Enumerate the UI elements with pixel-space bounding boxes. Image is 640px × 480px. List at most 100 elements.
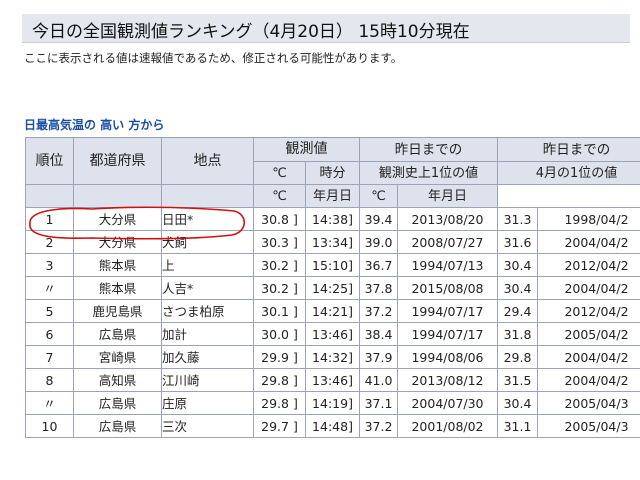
april-date-cell: 2004/04/2 [537, 345, 640, 369]
april-temp-cell: 31.6 [497, 230, 538, 254]
history-temp-cell: 37.2 [359, 299, 398, 323]
april-temp-cell: 30.4 [497, 276, 538, 300]
april-temp-cell: 31.3 [497, 207, 538, 231]
table-row: 〃広島県 庄原 29.8 ] 14:19] 37.1 2004/07/30 30.4 2005… [25, 391, 640, 415]
rank-cell: 2 [25, 230, 74, 254]
observed-time-cell: 14:48] [305, 414, 360, 438]
rank-cell: 10 [25, 414, 74, 438]
location-cell[interactable]: 人吉* [161, 276, 254, 300]
history-date-cell: 2013/08/20 [397, 207, 498, 231]
history-temp-cell: 37.1 [359, 391, 398, 415]
observed-temp-cell: 30.0 ] [253, 322, 306, 346]
table-row: 3 熊本県上 30.2 ] 15:10] 36.7 1994/07/13 30.4 2012/… [25, 253, 640, 277]
observed-time-cell: 14:21] [305, 299, 360, 323]
ranking-rows: 1 大分県 日田* 30.8 ] 14:38] 39.4 2013/08/20 31.3 199… [25, 207, 640, 438]
header-rank: 順位 [25, 137, 74, 185]
section-title[interactable]: 日最高気温の 高い 方から [24, 118, 165, 132]
subheader-time: 時分 [305, 161, 360, 185]
observed-time-cell: 14:38] [305, 207, 360, 231]
location-cell[interactable]: 庄原 [161, 391, 254, 415]
table-row: 8 高知県 江川崎 29.8 ] 13:46] 41.0 2013/08/12 31.5 200… [25, 368, 640, 392]
preliminary-notice: ここに表示される値は速報値であるため、修正される可能性があります。 [24, 51, 403, 65]
observed-temp-cell: 30.1 ] [253, 299, 306, 323]
april-temp-cell: 31.1 [497, 414, 538, 438]
location-cell[interactable]: 加久藤 [161, 345, 254, 369]
page-title-bar: 今日の全国観測値ランキング（4月20日） 15時10分現在 [22, 14, 630, 43]
april-temp-cell: 30.4 [497, 253, 538, 277]
history-date-cell: 2013/08/12 [397, 368, 498, 392]
history-date-cell: 1994/07/17 [397, 299, 498, 323]
prefecture-cell: 鹿児島県 [73, 299, 162, 323]
table-row: 10 広島県 三次 29.7 ] 14:48] 37.2 2001/08/02 31.1 200… [25, 414, 640, 438]
table-row: 5 鹿児島県 さつま柏原 30.1 ] 14:21] 37.2 1994/07/17 29.4… [25, 299, 640, 323]
history-temp-cell: 39.0 [359, 230, 398, 254]
observed-time-cell: 14:19] [305, 391, 360, 415]
history-temp-cell: 37.8 [359, 276, 398, 300]
history-date-cell: 1994/07/13 [397, 253, 498, 277]
april-date-cell: 2004/04/2 [537, 230, 640, 254]
april-date-cell: 2005/04/2 [537, 322, 640, 346]
prefecture-cell: 大分県 [73, 207, 162, 231]
rank-cell: 〃 [25, 276, 74, 300]
april-date-cell: 2004/04/2 [537, 276, 640, 300]
history-date-cell: 2004/07/30 [397, 391, 498, 415]
table-row: 1 大分県 日田* 30.8 ] 14:38] 39.4 2013/08/20 31.3 199… [25, 207, 640, 231]
prefecture-cell: 宮崎県 [73, 345, 162, 369]
header-record-april: 昨日までの [497, 137, 640, 162]
observed-time-cell: 14:25] [305, 276, 360, 300]
april-temp-cell: 31.5 [497, 368, 538, 392]
history-temp-cell: 36.7 [359, 253, 398, 277]
april-date-cell: 2012/04/2 [537, 299, 640, 323]
prefecture-cell: 熊本県 [73, 276, 162, 300]
location-cell[interactable]: 三次 [161, 414, 254, 438]
observed-temp-cell: 30.2 ] [253, 253, 306, 277]
rank-cell: 〃 [25, 391, 74, 415]
prefecture-cell: 広島県 [73, 322, 162, 346]
observed-temp-cell: 29.8 ] [253, 391, 306, 415]
april-date-cell: 1998/04/2 [537, 207, 640, 231]
history-temp-cell: 38.4 [359, 322, 398, 346]
subheader-april-celsius: ℃ [359, 184, 398, 208]
rank-cell: 7 [25, 345, 74, 369]
rank-cell: 6 [25, 322, 74, 346]
header-prefecture: 都道府県 [73, 137, 162, 185]
history-temp-cell: 41.0 [359, 368, 398, 392]
observed-temp-cell: 29.9 ] [253, 345, 306, 369]
observed-time-cell: 13:34] [305, 230, 360, 254]
april-date-cell: 2005/04/3 [537, 391, 640, 415]
history-temp-cell: 37.9 [359, 345, 398, 369]
observed-temp-cell: 30.2 ] [253, 276, 306, 300]
rank-cell: 5 [25, 299, 74, 323]
header-record-history-line1: 昨日までの [394, 141, 463, 158]
location-cell[interactable]: 加計 [161, 322, 254, 346]
header-location: 地点 [161, 137, 254, 185]
location-cell[interactable]: さつま柏原 [161, 299, 254, 323]
header-record-april-line2: 4月の1位の値 [497, 161, 640, 185]
rank-cell: 8 [25, 368, 74, 392]
prefecture-cell: 大分県 [73, 230, 162, 254]
location-cell[interactable]: 上 [161, 253, 254, 277]
prefecture-cell: 広島県 [73, 414, 162, 438]
history-date-cell: 2015/08/08 [397, 276, 498, 300]
location-cell[interactable]: 日田* [161, 207, 254, 231]
table-row: 〃熊本県 人吉* 30.2 ] 14:25] 37.8 2015/08/08 30.4 200… [25, 276, 640, 300]
history-temp-cell: 37.2 [359, 414, 398, 438]
header-observed: 観測値 [253, 137, 360, 162]
observed-temp-cell: 29.8 ] [253, 368, 306, 392]
april-date-cell: 2012/04/2 [537, 253, 640, 277]
observed-time-cell: 14:32] [305, 345, 360, 369]
history-date-cell: 2001/08/02 [397, 414, 498, 438]
header-record-april-line1: 昨日までの [542, 141, 611, 158]
april-temp-cell: 29.8 [497, 345, 538, 369]
history-date-cell: 1994/07/17 [397, 322, 498, 346]
april-temp-cell: 29.4 [497, 299, 538, 323]
history-date-cell: 1994/08/06 [397, 345, 498, 369]
page-title: 今日の全国観測値ランキング（4月20日） 15時10分現在 [32, 22, 470, 42]
location-cell[interactable]: 江川崎 [161, 368, 254, 392]
location-cell[interactable]: 犬飼 [161, 230, 254, 254]
observed-temp-cell: 30.3 ] [253, 230, 306, 254]
april-date-cell: 2004/04/2 [537, 368, 640, 392]
subheader-history-date: 年月日 [305, 184, 360, 208]
prefecture-cell: 熊本県 [73, 253, 162, 277]
ranking-table: 順位 都道府県 地点 観測値 昨日までの 昨日までの ℃ 時分 観測史上1位の値… [25, 137, 640, 438]
